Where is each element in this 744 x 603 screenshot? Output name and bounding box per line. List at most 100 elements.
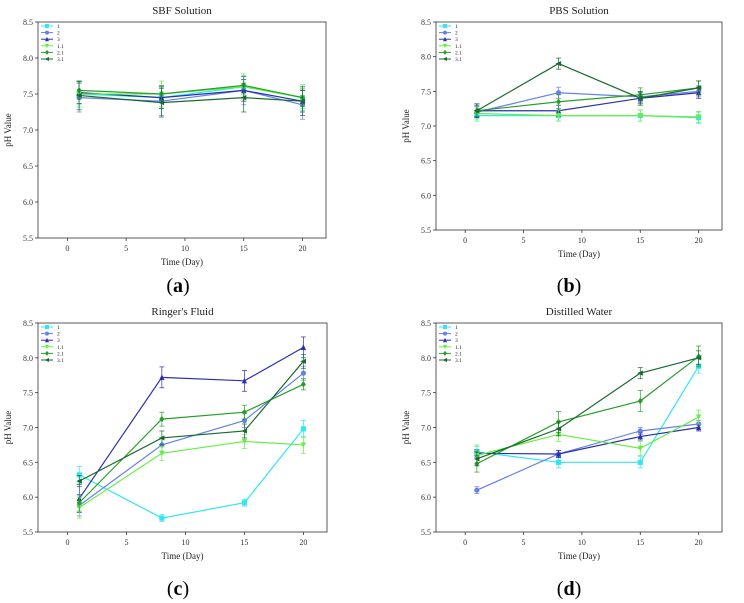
data-point: [555, 426, 562, 432]
data-point: [637, 95, 643, 101]
chart-panel-0: SBF Solution 5.5 6.0 6.5 7.0 7.5 8.0 8.5 0 5 10 15 2…: [3, 5, 327, 267]
x-tick-label: 5: [522, 538, 526, 547]
series-line: [78, 440, 304, 509]
series-line: [476, 416, 699, 456]
data-point: [555, 450, 562, 457]
y-tick-label: 8.0: [23, 354, 33, 363]
x-tick-label: 20: [695, 236, 703, 245]
legend-label: 2.1: [455, 351, 462, 357]
y-tick-label: 7.5: [23, 389, 33, 398]
legend-label: 3.1: [57, 57, 64, 63]
y-tick-label: 7.5: [421, 389, 431, 398]
y-tick-label: 8.5: [421, 319, 431, 328]
x-axis-label: Time (Day): [161, 257, 203, 267]
chart-panel-1: PBS Solution 5.5 6.0 6.5 7.0 7.5 8.0 8.5 0 5 10 15 2…: [401, 5, 723, 259]
legend-label: 2: [455, 31, 458, 37]
y-tick-label: 6.0: [421, 191, 431, 200]
y-axis-label: pH Value: [401, 109, 411, 143]
y-tick-label: 8.0: [421, 53, 431, 62]
series-line: [79, 86, 303, 99]
series-2: [474, 85, 702, 119]
legend-marker: [45, 43, 49, 49]
data-point: [696, 414, 702, 421]
series-line: [79, 360, 304, 482]
legend-marker: [45, 24, 49, 28]
caption-c: (c): [166, 578, 190, 600]
series-2: [474, 420, 702, 495]
legend-marker: [45, 49, 49, 55]
series-line: [476, 365, 700, 463]
data-point: [241, 377, 248, 384]
legend-marker: [45, 337, 49, 343]
series-line: [476, 423, 699, 491]
plot-frame: [435, 21, 723, 231]
series-3.1: [76, 80, 306, 118]
y-tick-label: 6.5: [23, 458, 33, 467]
x-axis-label: Time (Day): [558, 249, 600, 259]
series-line: [476, 62, 699, 112]
chart-panel-2: Ringer's Fluid 5.5 6.0 6.5 7.0 7.5 8.0 8.5 0 5 10 1…: [3, 306, 328, 561]
caption-letter-a: a: [173, 275, 183, 297]
chart-title: PBS Solution: [549, 5, 609, 17]
data-point: [76, 472, 82, 478]
legend-label: 1: [455, 24, 458, 30]
legend-label: 1.1: [57, 345, 64, 351]
series-2.1: [76, 76, 306, 107]
data-point: [158, 100, 165, 106]
legend-marker: [443, 43, 447, 49]
data-point: [300, 370, 307, 376]
series-line: [476, 90, 699, 113]
legend-label: 1: [57, 24, 60, 30]
y-tick-label: 7.0: [23, 126, 33, 135]
x-tick-label: 15: [636, 538, 644, 547]
y-tick-label: 6.0: [23, 493, 33, 502]
data-point: [696, 424, 702, 431]
x-axis-label: Time (Day): [162, 551, 204, 561]
series-2: [76, 75, 306, 120]
legend-marker: [443, 325, 447, 329]
legend-marker: [45, 331, 49, 336]
series-line: [79, 428, 304, 519]
legend-label: 3.1: [57, 358, 64, 364]
data-point: [300, 344, 307, 350]
legend-marker: [443, 337, 447, 343]
series-line: [79, 89, 303, 106]
data-point: [637, 445, 643, 452]
legend-marker: [442, 57, 447, 61]
x-tick-label: 10: [578, 538, 586, 547]
data-point: [473, 108, 480, 114]
x-tick-label: 15: [240, 538, 248, 547]
x-tick-label: 0: [65, 538, 69, 547]
x-tick-label: 20: [695, 538, 703, 547]
x-tick-label: 5: [124, 538, 128, 547]
series-1: [474, 358, 702, 469]
series-line: [476, 426, 699, 455]
series-line: [79, 84, 303, 99]
chart-title: Ringer's Fluid: [151, 306, 214, 318]
y-tick-label: 7.0: [421, 122, 431, 131]
legend-marker: [45, 344, 49, 350]
caption-d: (d): [556, 578, 582, 600]
x-tick-label: 15: [636, 236, 644, 245]
y-axis-label: pH Value: [3, 113, 13, 147]
series-line: [476, 357, 699, 460]
legend-label: 3: [57, 338, 60, 344]
x-tick-label: 0: [463, 236, 467, 245]
data-point: [240, 95, 247, 101]
data-point: [696, 114, 702, 121]
y-tick-label: 5.5: [421, 226, 431, 235]
series-line: [476, 112, 699, 118]
legend-label: 2: [57, 31, 60, 37]
series-line: [78, 383, 304, 504]
data-point: [241, 438, 248, 445]
y-tick-label: 6.5: [421, 157, 431, 166]
x-tick-label: 0: [65, 244, 69, 253]
legend-marker: [443, 49, 447, 55]
y-tick-label: 6.0: [421, 493, 431, 502]
legend-label: 3: [455, 338, 458, 344]
x-tick-label: 10: [181, 244, 189, 253]
series-1: [76, 420, 307, 522]
legend-marker: [443, 350, 447, 356]
